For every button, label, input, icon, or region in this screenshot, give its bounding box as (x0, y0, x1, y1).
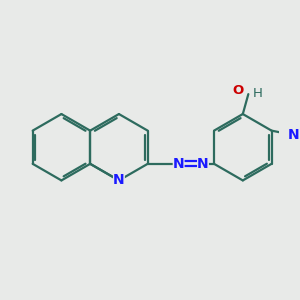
Text: H: H (253, 86, 262, 100)
Text: N: N (288, 128, 299, 142)
Text: N: N (173, 157, 184, 171)
Text: O: O (233, 84, 244, 97)
Text: N: N (113, 173, 125, 188)
Text: N: N (197, 157, 209, 171)
